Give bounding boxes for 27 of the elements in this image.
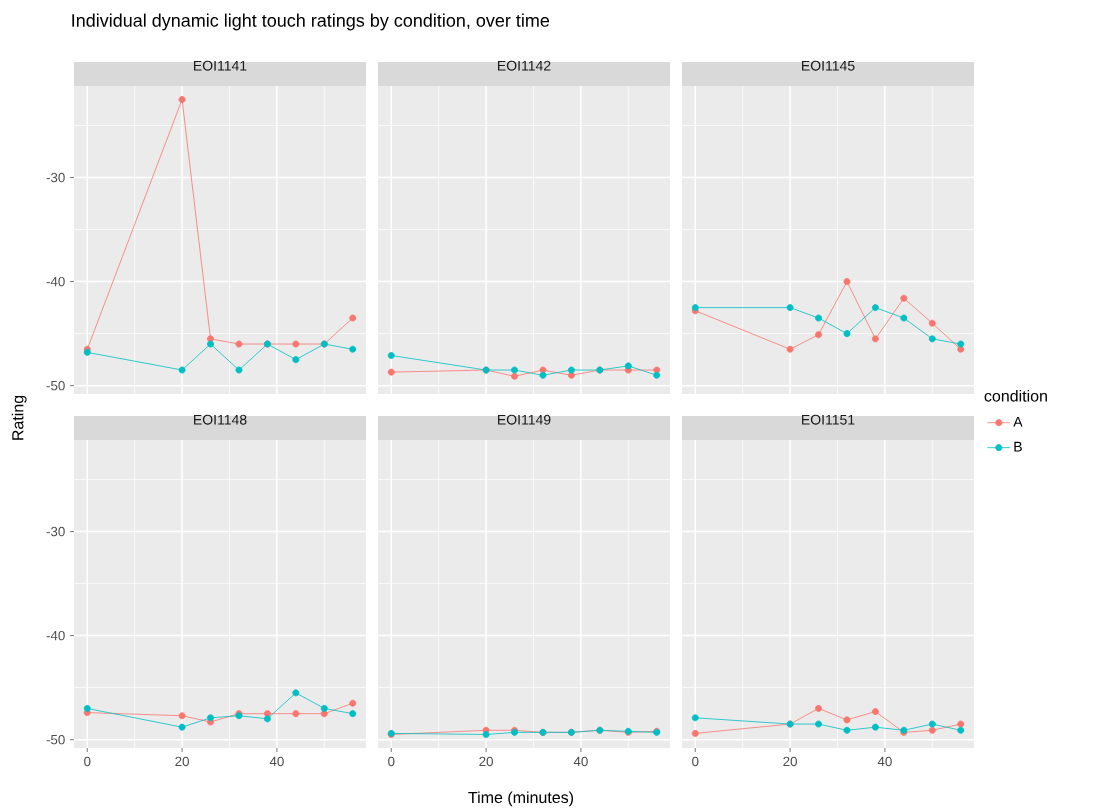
- x-tick-label: 0: [84, 756, 91, 767]
- x-tick-label: 40: [573, 756, 588, 767]
- x-tick-label: 0: [388, 756, 395, 767]
- x-tick-label: 40: [877, 756, 892, 767]
- chart-title: EOI1149: [498, 414, 551, 425]
- chart-title: EOI1145: [802, 60, 855, 71]
- x-tick-label: 20: [479, 756, 493, 767]
- text: Individual dynamic light touch ratings by condition, over time: [72, 13, 550, 31]
- x-tick-label: 0: [692, 756, 699, 767]
- legend-label: B: [1014, 441, 1022, 452]
- x-tick-label: 20: [175, 756, 189, 767]
- y-tick-label: -40: [46, 276, 65, 287]
- y-tick-label: -40: [46, 630, 65, 641]
- chart-title: EOI1151: [802, 414, 855, 425]
- y-axis-title: Rating: [11, 395, 27, 440]
- y-tick-label: -50: [46, 380, 65, 391]
- legend-label: A: [1013, 416, 1023, 427]
- y-tick-label: -30: [46, 526, 65, 537]
- chart-title: EOI1141: [194, 60, 247, 71]
- x-axis-title: Time (minutes): [468, 791, 574, 807]
- chart-title: EOI1148: [194, 414, 247, 425]
- y-tick-label: -30: [46, 172, 65, 183]
- chart-title: EOI1142: [498, 60, 551, 71]
- x-tick-label: 20: [783, 756, 797, 767]
- x-tick-label: 40: [269, 756, 284, 767]
- legend-title: condition: [984, 389, 1047, 402]
- y-tick-label: -50: [46, 734, 65, 745]
